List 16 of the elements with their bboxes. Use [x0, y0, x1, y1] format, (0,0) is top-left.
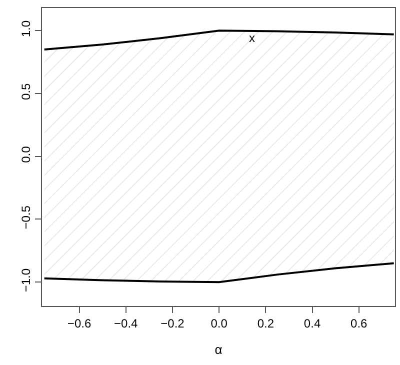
x-tick-label: −0.2 — [160, 316, 185, 330]
y-tick-label: −1.0 — [19, 268, 34, 292]
line-series — [43, 30, 395, 50]
x-tick-label: −0.6 — [67, 316, 92, 330]
x-tick-label: 0.4 — [304, 316, 321, 330]
x-axis-title: α — [214, 342, 223, 357]
annotation: x — [249, 31, 255, 45]
y-tick-label: 1.0 — [19, 20, 34, 38]
line-series — [43, 262, 395, 284]
x-tick-label: 0.6 — [350, 316, 368, 330]
x-tick-label: −0.4 — [114, 316, 138, 330]
x-tick-label: 0.2 — [257, 316, 274, 330]
y-tick-label: −0.5 — [19, 205, 34, 230]
x-tick-label: 0.0 — [210, 316, 228, 330]
y-tick-label: 0.0 — [19, 146, 34, 163]
y-tick-label: 0.5 — [19, 83, 34, 100]
